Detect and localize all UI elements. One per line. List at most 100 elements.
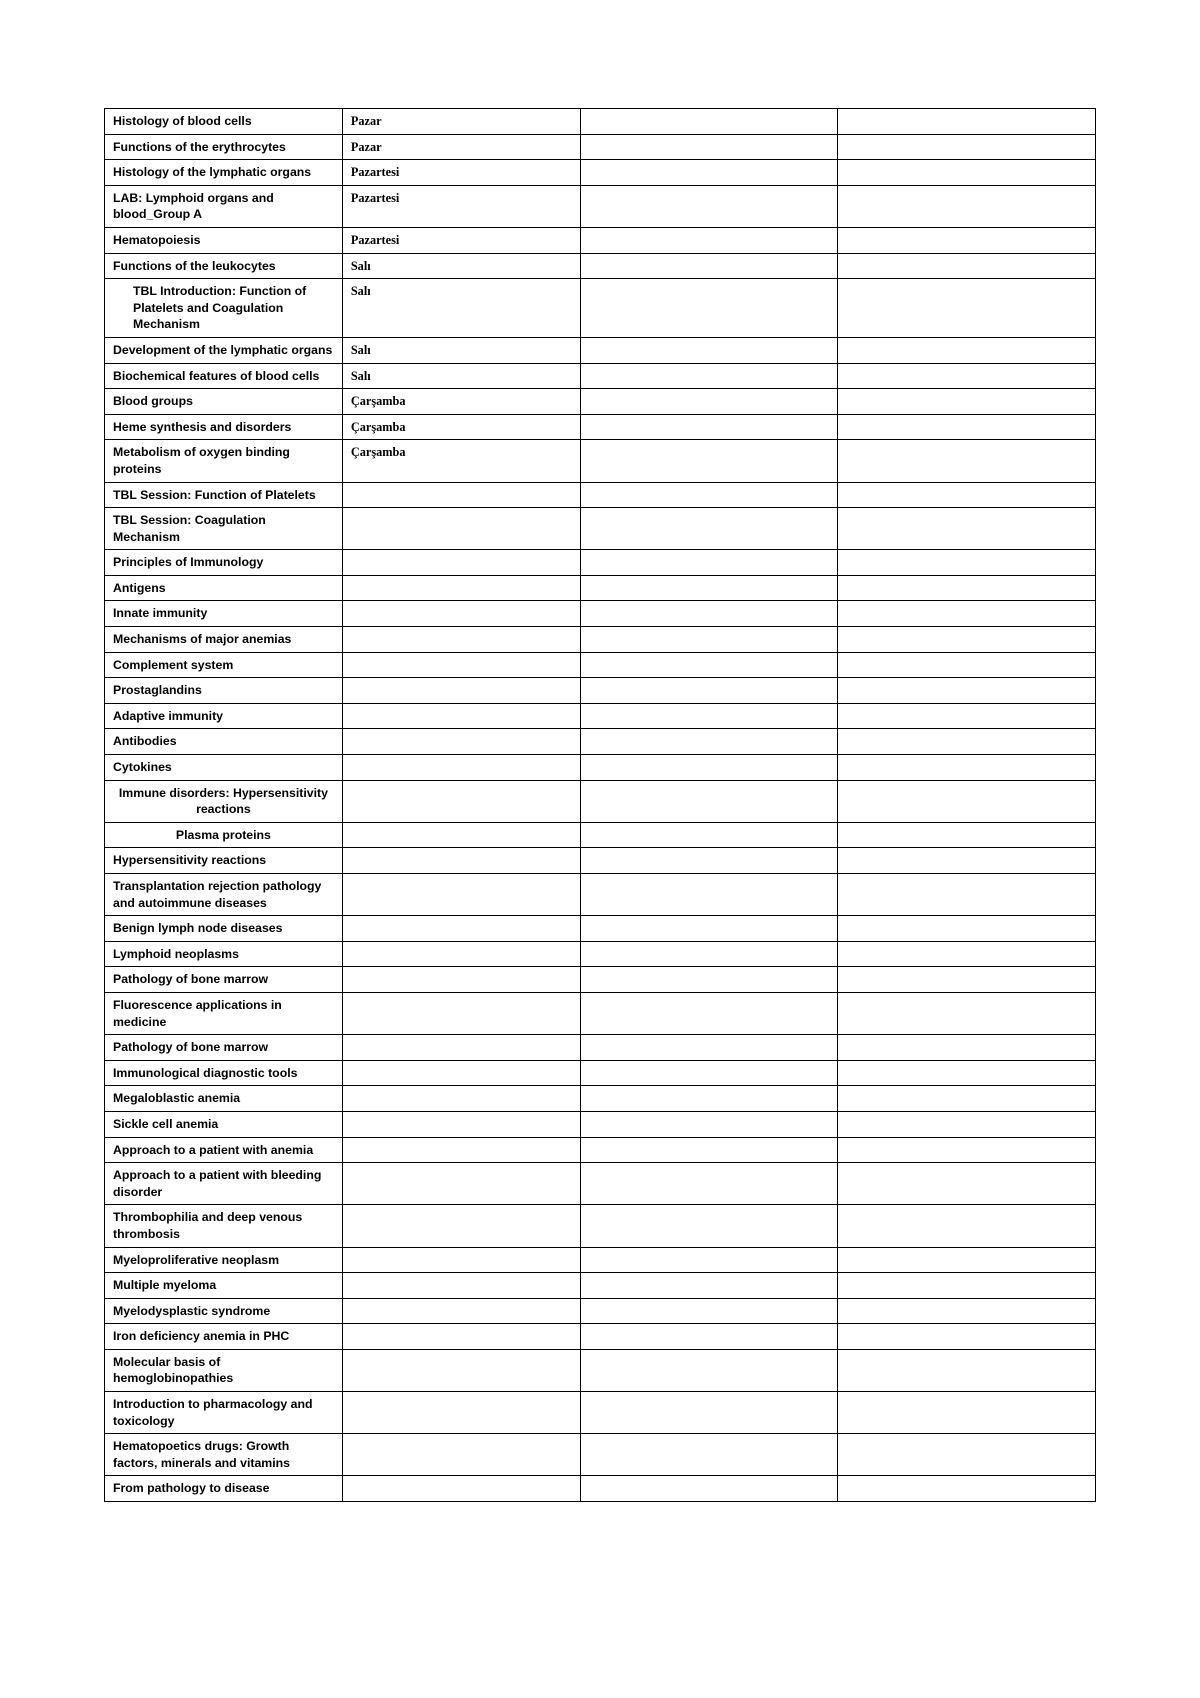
empty-cell (838, 916, 1096, 942)
empty-cell (580, 363, 838, 389)
topic-cell: Mechanisms of major anemias (105, 627, 343, 653)
day-cell (342, 1163, 580, 1205)
topic-cell: Antibodies (105, 729, 343, 755)
day-cell: Pazar (342, 134, 580, 160)
day-cell: Çarşamba (342, 414, 580, 440)
empty-cell (580, 627, 838, 653)
empty-cell (838, 874, 1096, 916)
topic-cell: Immune disorders: Hypersensitivity react… (105, 780, 343, 822)
empty-cell (838, 1392, 1096, 1434)
topic-cell: Fluorescence applications in medicine (105, 992, 343, 1034)
topic-cell: Antigens (105, 575, 343, 601)
empty-cell (838, 1086, 1096, 1112)
empty-cell (838, 1111, 1096, 1137)
day-cell: Pazartesi (342, 227, 580, 253)
day-cell: Salı (342, 279, 580, 338)
day-cell: Çarşamba (342, 389, 580, 415)
day-cell (342, 755, 580, 781)
topic-cell: Histology of the lymphatic organs (105, 160, 343, 186)
table-row: Introduction to pharmacology and toxicol… (105, 1392, 1096, 1434)
day-cell (342, 627, 580, 653)
topic-cell: Pathology of bone marrow (105, 1035, 343, 1061)
empty-cell (580, 703, 838, 729)
topic-cell: Plasma proteins (105, 822, 343, 848)
topic-cell: From pathology to disease (105, 1476, 343, 1502)
empty-cell (838, 279, 1096, 338)
topic-cell: Biochemical features of blood cells (105, 363, 343, 389)
empty-cell (580, 967, 838, 993)
empty-cell (838, 780, 1096, 822)
day-cell: Salı (342, 253, 580, 279)
empty-cell (838, 967, 1096, 993)
day-cell (342, 967, 580, 993)
table-row: From pathology to disease (105, 1476, 1096, 1502)
empty-cell (580, 389, 838, 415)
table-row: TBL Session: Coagulation Mechanism (105, 508, 1096, 550)
empty-cell (580, 1163, 838, 1205)
table-row: Approach to a patient with anemia (105, 1137, 1096, 1163)
empty-cell (838, 652, 1096, 678)
empty-cell (580, 874, 838, 916)
table-row: Prostaglandins (105, 678, 1096, 704)
empty-cell (580, 848, 838, 874)
empty-cell (580, 227, 838, 253)
topic-cell: Transplantation rejection pathology and … (105, 874, 343, 916)
table-row: Blood groupsÇarşamba (105, 389, 1096, 415)
day-cell (342, 1060, 580, 1086)
empty-cell (580, 1434, 838, 1476)
empty-cell (580, 414, 838, 440)
day-cell (342, 941, 580, 967)
empty-cell (838, 627, 1096, 653)
table-row: Hematopoetics drugs: Growth factors, min… (105, 1434, 1096, 1476)
topic-cell: Introduction to pharmacology and toxicol… (105, 1392, 343, 1434)
table-row: Antigens (105, 575, 1096, 601)
day-cell (342, 1273, 580, 1299)
topic-cell: Pathology of bone marrow (105, 967, 343, 993)
empty-cell (838, 508, 1096, 550)
table-row: Antibodies (105, 729, 1096, 755)
topic-cell: Hematopoetics drugs: Growth factors, min… (105, 1434, 343, 1476)
day-cell: Çarşamba (342, 440, 580, 482)
day-cell (342, 678, 580, 704)
topic-cell: Functions of the leukocytes (105, 253, 343, 279)
schedule-tbody: Histology of blood cellsPazar Functions o… (105, 109, 1096, 1502)
day-cell (342, 1434, 580, 1476)
empty-cell (838, 848, 1096, 874)
empty-cell (838, 1205, 1096, 1247)
topic-cell: Lymphoid neoplasms (105, 941, 343, 967)
table-row: Cytokines (105, 755, 1096, 781)
empty-cell (580, 1298, 838, 1324)
table-row: Multiple myeloma (105, 1273, 1096, 1299)
table-row: Biochemical features of blood cellsSalı (105, 363, 1096, 389)
table-row: HematopoiesisPazartesi (105, 227, 1096, 253)
day-cell (342, 848, 580, 874)
day-cell (342, 1137, 580, 1163)
day-cell (342, 874, 580, 916)
topic-cell: Histology of blood cells (105, 109, 343, 135)
empty-cell (838, 253, 1096, 279)
table-row: Benign lymph node diseases (105, 916, 1096, 942)
empty-cell (838, 227, 1096, 253)
topic-cell: Innate immunity (105, 601, 343, 627)
table-row: Transplantation rejection pathology and … (105, 874, 1096, 916)
table-row: Pathology of bone marrow (105, 1035, 1096, 1061)
empty-cell (580, 550, 838, 576)
day-cell (342, 1476, 580, 1502)
topic-cell: Approach to a patient with bleeding diso… (105, 1163, 343, 1205)
table-row: Innate immunity (105, 601, 1096, 627)
empty-cell (580, 508, 838, 550)
topic-cell: Prostaglandins (105, 678, 343, 704)
day-cell (342, 703, 580, 729)
empty-cell (580, 992, 838, 1034)
empty-cell (838, 109, 1096, 135)
empty-cell (580, 601, 838, 627)
empty-cell (838, 1476, 1096, 1502)
topic-cell: Iron deficiency anemia in PHC (105, 1324, 343, 1350)
topic-cell: Hematopoiesis (105, 227, 343, 253)
empty-cell (838, 1434, 1096, 1476)
table-row: Complement system (105, 652, 1096, 678)
empty-cell (838, 134, 1096, 160)
empty-cell (838, 1349, 1096, 1391)
table-row: LAB: Lymphoid organs and blood_Group APa… (105, 185, 1096, 227)
table-row: Sickle cell anemia (105, 1111, 1096, 1137)
